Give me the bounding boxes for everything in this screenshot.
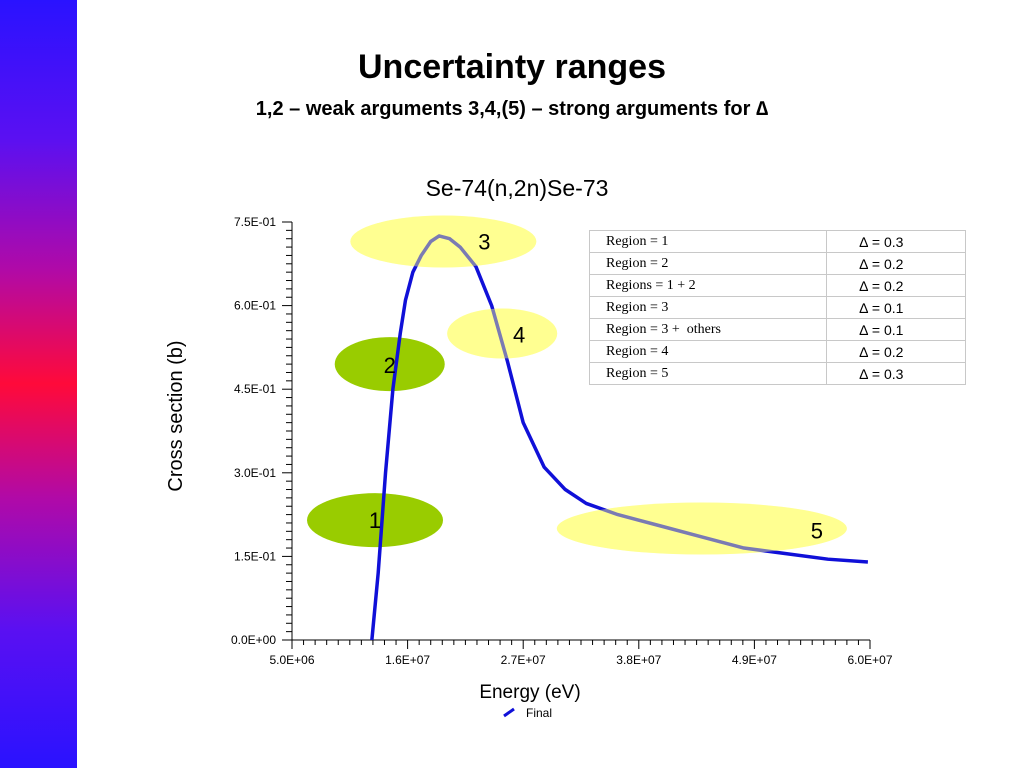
region-label-1: 1 [369, 508, 381, 533]
x-tick-label: 6.0E+07 [847, 653, 892, 667]
region-overlay-4 [447, 308, 558, 359]
y-tick-label: 3.0E-01 [234, 466, 276, 480]
slide-subtitle: 1,2 – weak arguments 3,4,(5) – strong ar… [255, 98, 769, 120]
region-overlay-3 [350, 215, 537, 268]
x-tick-label: 3.8E+07 [616, 653, 661, 667]
table-row: Region = 4 ∆ = 0.2 [588, 340, 966, 363]
region-label-2: 2 [384, 353, 396, 378]
decorative-side-bar [0, 0, 77, 768]
x-tick-label: 4.9E+07 [732, 653, 777, 667]
region-label-3: 3 [478, 230, 490, 255]
delta-cell: ∆ = 0.1 [826, 296, 966, 319]
series-line-final [370, 234, 869, 641]
legend-label: Final [526, 706, 552, 720]
region-ellipse-3 [350, 215, 537, 268]
region-cell: Region = 3 + others [588, 318, 828, 341]
table-row: Regions = 1 + 2 ∆ = 0.2 [588, 274, 966, 297]
region-cell: Regions = 1 + 2 [588, 274, 828, 297]
y-tick-label: 1.5E-01 [234, 549, 276, 563]
region-overlay-5 [556, 502, 847, 555]
table-row: Region = 1 ∆ = 0.3 [588, 230, 966, 253]
y-tick-label: 4.5E-01 [234, 382, 276, 396]
region-cell: Region = 4 [588, 340, 828, 363]
table-row: Region = 3 ∆ = 0.1 [588, 296, 966, 319]
delta-cell: ∆ = 0.3 [826, 362, 966, 385]
legend: Final [503, 706, 552, 720]
y-tick-label: 0.0E+00 [231, 633, 276, 647]
region-ellipse-1 [307, 493, 444, 548]
delta-cell: ∆ = 0.2 [826, 274, 966, 297]
region-cell: Region = 3 [588, 296, 828, 319]
table-row: Region = 3 + others ∆ = 0.1 [588, 318, 966, 341]
x-tick-label: 1.6E+07 [385, 653, 430, 667]
delta-cell: ∆ = 0.1 [826, 318, 966, 341]
region-cell: Region = 2 [588, 252, 828, 275]
y-tick-label: 7.5E-01 [234, 215, 276, 229]
y-axis-label: Cross section (b) [165, 340, 187, 491]
region-labels: 1 2 3 4 5 [369, 230, 823, 544]
region-ellipses [307, 215, 847, 555]
region-ellipse-2 [334, 337, 445, 392]
delta-cell: ∆ = 0.2 [826, 340, 966, 363]
y-tick-label: 6.0E-01 [234, 299, 276, 313]
region-cell: Region = 5 [588, 362, 828, 385]
table-row: Region = 5 ∆ = 0.3 [588, 362, 966, 385]
region-ellipse-4 [447, 308, 558, 359]
region-ellipse-5 [556, 502, 847, 555]
region-cell: Region = 1 [588, 230, 828, 253]
chart-title: Se-74(n,2n)Se-73 [426, 175, 609, 201]
x-tick-label: 5.0E+06 [269, 653, 314, 667]
x-tick-label: 2.7E+07 [501, 653, 546, 667]
x-axis-label: Energy (eV) [479, 682, 580, 703]
table-row: Region = 2 ∆ = 0.2 [588, 252, 966, 275]
axes: 0.0E+00 1.5E-01 3.0E-01 4.5E-01 6.0E-01 7.5E-… [231, 215, 893, 667]
region-label-5: 5 [811, 519, 823, 544]
slide-title: Uncertainty ranges [358, 48, 666, 86]
legend-swatch [503, 707, 515, 718]
region-label-4: 4 [513, 322, 525, 347]
delta-cell: ∆ = 0.2 [826, 252, 966, 275]
delta-cell: ∆ = 0.3 [826, 230, 966, 253]
delta-table: Region = 1 ∆ = 0.3 Region = 2 ∆ = 0.2 Region… [588, 230, 966, 385]
curve-layer [350, 215, 869, 641]
